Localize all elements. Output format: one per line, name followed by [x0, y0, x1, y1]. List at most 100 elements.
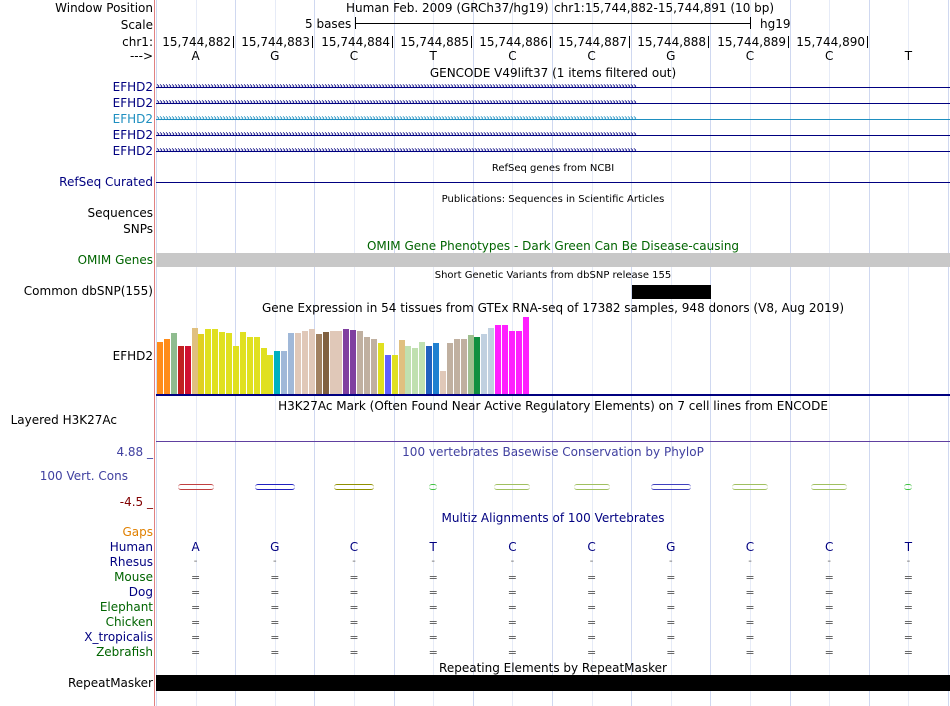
- refseq-label[interactable]: RefSeq Curated: [59, 175, 153, 189]
- coord-label[interactable]: 15,744,887: [558, 35, 627, 49]
- gtex-bar[interactable]: [412, 348, 419, 394]
- gtex-bar[interactable]: [267, 355, 274, 394]
- gtex-bar[interactable]: [350, 330, 357, 394]
- gtex-bar[interactable]: [315, 334, 322, 394]
- repeat-track-title[interactable]: Repeating Elements by RepeatMasker: [439, 661, 667, 675]
- gtex-bar[interactable]: [453, 339, 460, 394]
- gtex-bar[interactable]: [281, 351, 288, 394]
- gencode-gene-label[interactable]: EFHD2: [112, 96, 153, 110]
- species-label[interactable]: Dog: [128, 585, 153, 599]
- repeat-label[interactable]: RepeatMasker: [67, 676, 153, 690]
- refseq-track-title[interactable]: RefSeq genes from NCBI: [491, 163, 615, 174]
- gtex-bar[interactable]: [322, 332, 329, 394]
- refseq-gene-line[interactable]: [156, 182, 950, 183]
- gtex-bar[interactable]: [170, 333, 177, 394]
- phylop-mark[interactable]: [429, 484, 438, 490]
- gtex-bar[interactable]: [260, 348, 267, 394]
- phylop-track-title[interactable]: 100 vertebrates Basewise Conservation by…: [402, 445, 704, 459]
- species-label[interactable]: Chicken: [105, 615, 153, 629]
- gtex-bar[interactable]: [295, 333, 301, 394]
- gtex-bar[interactable]: [515, 331, 522, 394]
- gtex-bar[interactable]: [357, 331, 364, 394]
- gtex-bar[interactable]: [308, 329, 315, 394]
- pubs-track-title[interactable]: Publications: Sequences in Scientific Ar…: [441, 194, 665, 205]
- gtex-label[interactable]: EFHD2: [112, 349, 153, 363]
- phylop-mark[interactable]: [573, 484, 610, 490]
- gtex-bar[interactable]: [495, 325, 502, 394]
- gtex-bar[interactable]: [433, 343, 439, 394]
- gencode-gene-label[interactable]: EFHD2: [112, 112, 153, 126]
- gtex-bar[interactable]: [301, 331, 308, 394]
- gtex-bar[interactable]: [288, 333, 295, 394]
- dbsnp-label[interactable]: Common dbSNP(155): [23, 284, 153, 298]
- gtex-bar[interactable]: [474, 337, 481, 394]
- coord-label[interactable]: 15,744,884: [321, 35, 390, 49]
- phylop-mark[interactable]: [177, 484, 214, 490]
- species-label[interactable]: X_tropicalis: [84, 630, 153, 644]
- h3k27ac-track-title[interactable]: H3K27Ac Mark (Often Found Near Active Re…: [278, 399, 828, 413]
- species-label[interactable]: Mouse: [114, 570, 153, 584]
- gencode-gene-line[interactable]: [156, 119, 950, 120]
- phylop-mark[interactable]: [811, 484, 848, 490]
- gtex-bar[interactable]: [163, 339, 170, 394]
- dbsnp-track-title[interactable]: Short Genetic Variants from dbSNP releas…: [434, 270, 672, 281]
- gencode-track-title[interactable]: GENCODE V49lift37 (1 items filtered out): [429, 66, 677, 80]
- gtex-bar[interactable]: [467, 335, 474, 394]
- gencode-gene-line[interactable]: [156, 103, 950, 104]
- phylop-mark[interactable]: [904, 484, 913, 490]
- phylop-label[interactable]: 100 Vert. Cons: [39, 469, 128, 483]
- gencode-gene-line[interactable]: [156, 87, 950, 88]
- gtex-bar[interactable]: [460, 339, 467, 394]
- gtex-bar[interactable]: [481, 334, 488, 394]
- gtex-bar[interactable]: [336, 331, 343, 394]
- multiz-track-title[interactable]: Multiz Alignments of 100 Vertebrates: [441, 511, 665, 525]
- gtex-bar[interactable]: [370, 339, 377, 394]
- species-label[interactable]: Elephant: [99, 600, 153, 614]
- gencode-gene-label[interactable]: EFHD2: [112, 80, 153, 94]
- coord-label[interactable]: 15,744,885: [400, 35, 469, 49]
- h3k27ac-label[interactable]: Layered H3K27Ac: [10, 413, 117, 427]
- gtex-bar[interactable]: [246, 337, 253, 394]
- gtex-bar[interactable]: [508, 331, 515, 394]
- omim-label[interactable]: OMIM Genes: [77, 253, 153, 267]
- gencode-gene-line[interactable]: [156, 135, 950, 136]
- omim-track-title[interactable]: OMIM Gene Phenotypes - Dark Green Can Be…: [366, 239, 740, 253]
- sequences-label[interactable]: Sequences: [87, 206, 153, 220]
- gtex-bar[interactable]: [398, 340, 405, 394]
- position-readout[interactable]: chr1:15,744,882-15,744,891 (10 bp): [554, 1, 775, 15]
- coord-label[interactable]: 15,744,883: [241, 35, 310, 49]
- phylop-mark[interactable]: [334, 484, 374, 490]
- gtex-bar[interactable]: [239, 332, 246, 394]
- snps-label[interactable]: SNPs: [123, 222, 153, 236]
- gtex-bar[interactable]: [329, 331, 336, 394]
- gtex-bar[interactable]: [522, 317, 529, 394]
- gtex-bar[interactable]: [198, 334, 205, 394]
- gtex-bar[interactable]: [226, 333, 232, 394]
- gtex-bar[interactable]: [219, 332, 226, 394]
- gencode-gene-label[interactable]: EFHD2: [112, 144, 153, 158]
- coord-label[interactable]: 15,744,889: [717, 35, 786, 49]
- dbsnp-feature[interactable]: [632, 285, 711, 299]
- phylop-mark[interactable]: [494, 484, 531, 490]
- species-label[interactable]: Zebrafish: [96, 645, 153, 659]
- gtex-bar[interactable]: [177, 346, 184, 394]
- omim-feature[interactable]: [156, 253, 950, 267]
- gtex-bar[interactable]: [419, 342, 426, 394]
- coord-label[interactable]: 15,744,890: [796, 35, 865, 49]
- coord-label[interactable]: 15,744,888: [637, 35, 706, 49]
- gtex-bar[interactable]: [232, 346, 239, 394]
- gtex-bar[interactable]: [253, 337, 260, 394]
- gtex-bar[interactable]: [377, 343, 384, 394]
- repeat-feature[interactable]: [156, 675, 950, 691]
- coord-label[interactable]: 15,744,886: [479, 35, 548, 49]
- species-label[interactable]: Human: [109, 540, 153, 554]
- phylop-mark[interactable]: [650, 484, 691, 490]
- gtex-bar[interactable]: [274, 351, 281, 394]
- gtex-bar[interactable]: [205, 329, 212, 394]
- phylop-mark[interactable]: [732, 484, 768, 490]
- gtex-bar[interactable]: [157, 342, 163, 394]
- gtex-bar[interactable]: [343, 329, 350, 394]
- gtex-bar[interactable]: [446, 343, 453, 394]
- gtex-bar[interactable]: [502, 325, 508, 394]
- gtex-bar[interactable]: [426, 346, 433, 394]
